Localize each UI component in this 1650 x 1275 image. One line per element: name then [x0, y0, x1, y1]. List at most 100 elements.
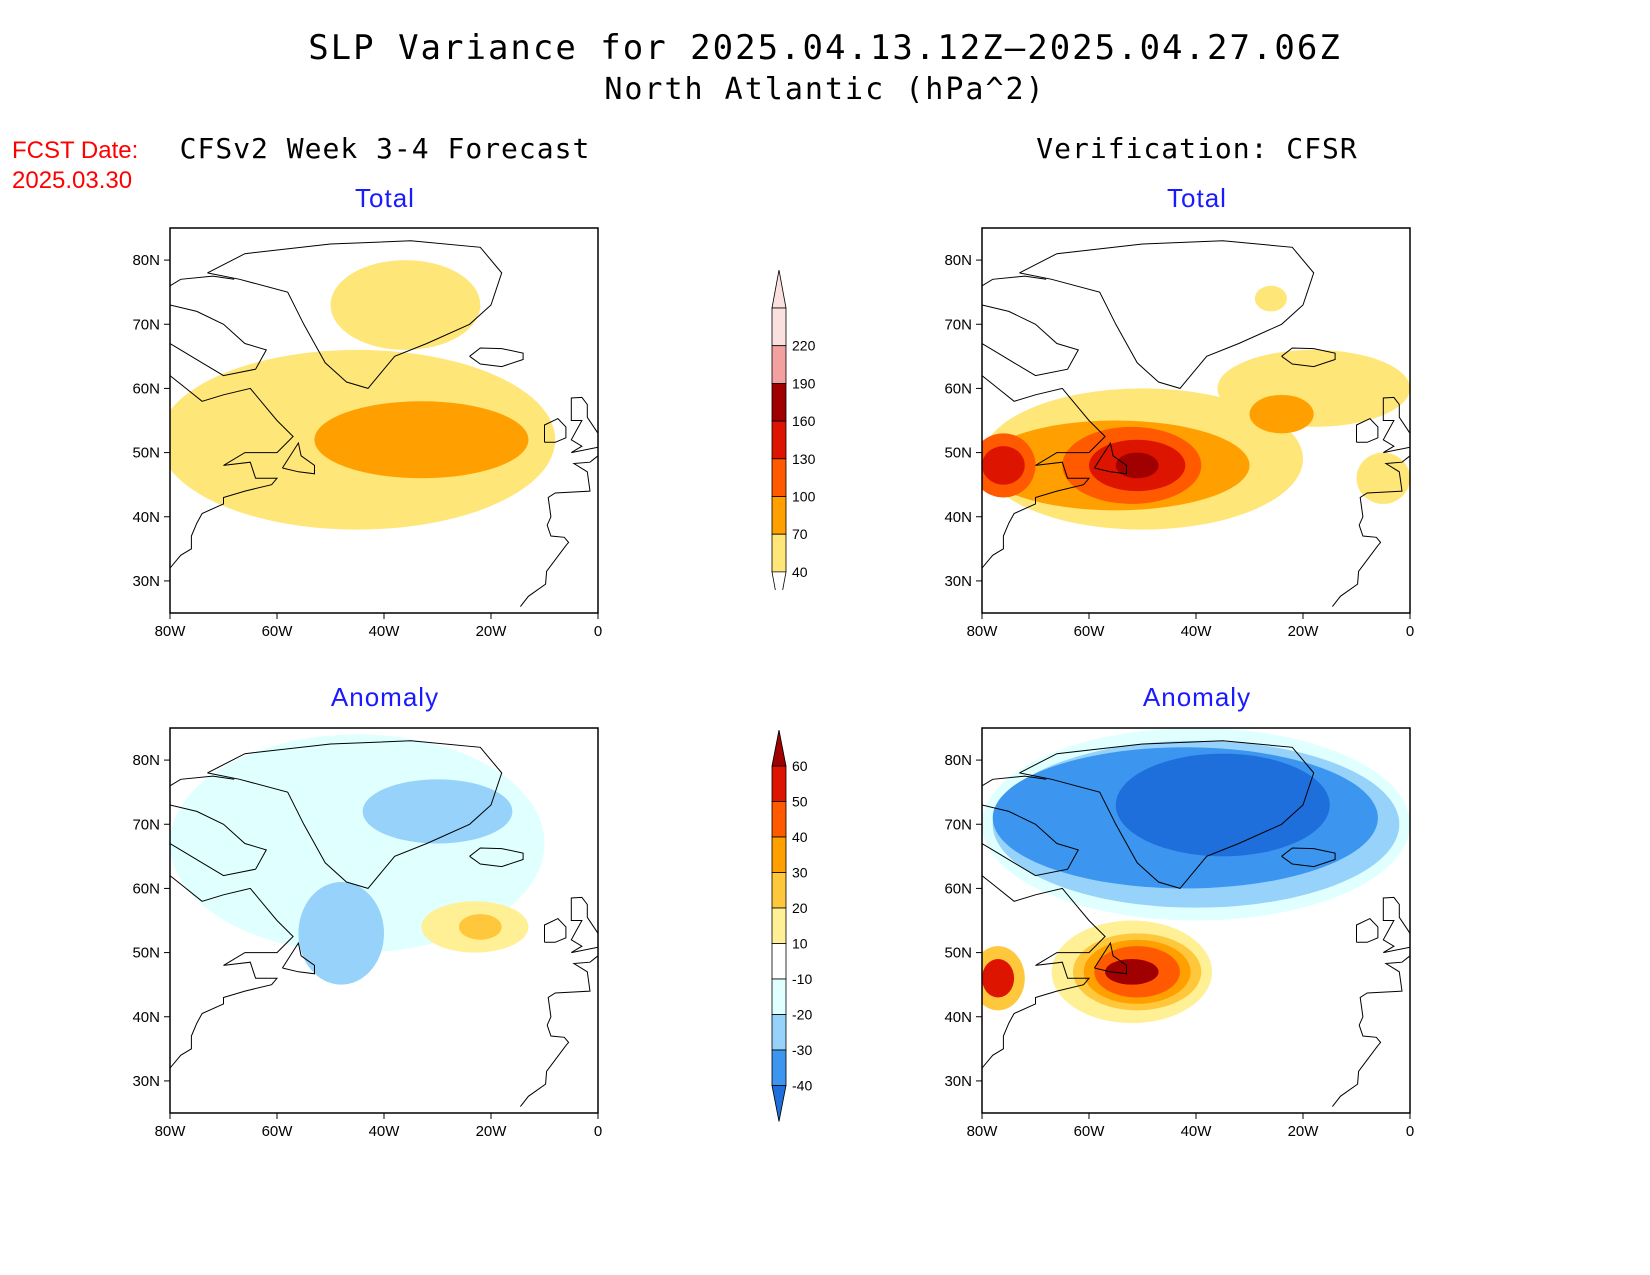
colorbar-swatch: [771, 307, 787, 347]
coastline: [1332, 955, 1410, 1107]
coastline: [281, 941, 315, 975]
chart-title: SLP Variance for 2025.04.13.12Z—2025.04.…: [308, 28, 1342, 68]
colorbar-level-label: 220: [792, 338, 816, 354]
colorbar-swatch: [771, 345, 787, 384]
lat-tick-label: 30N: [132, 1073, 160, 1090]
coastline: [1019, 740, 1315, 889]
lat-tick-label: 50N: [944, 945, 972, 962]
coastline: [207, 240, 503, 389]
colorbar-level-label: 40: [792, 829, 808, 845]
colorbar-level-label: -10: [792, 971, 812, 987]
forecast-anomaly-title: Anomaly: [330, 682, 440, 712]
colorbar-swatch: [771, 420, 787, 460]
colorbar-cap-bottom: [771, 571, 787, 590]
lat-tick-label: 40N: [944, 1009, 972, 1026]
colorbar-level-label: 160: [792, 413, 816, 429]
coastline: [1382, 896, 1410, 954]
coastline: [1281, 847, 1336, 868]
coastline: [170, 304, 268, 377]
lat-tick-label: 40N: [132, 509, 160, 526]
lon-tick-label: 80W: [155, 1123, 187, 1140]
contour-region: [1356, 452, 1410, 504]
contour-region: [314, 401, 529, 479]
forecast-anomaly-map: 80W 60W 40W 20W 0 80N 70N 60N 50N 40N 30N: [132, 727, 602, 1140]
colorbar-swatch: [771, 907, 787, 944]
coastline: [1356, 417, 1379, 443]
lat-tick-label: 30N: [944, 573, 972, 590]
verification-anomaly-map: 80W 60W 40W 20W 0 80N 70N 60N 50N 40N 30N: [944, 727, 1414, 1140]
lat-tick-label: 70N: [132, 316, 160, 333]
lat-tick-label: 60N: [132, 880, 160, 897]
coastline: [170, 275, 235, 287]
colorbar-swatch: [771, 872, 787, 909]
contour-region: [1115, 452, 1159, 479]
lat-tick-label: 80N: [132, 752, 160, 769]
coastline: [520, 955, 598, 1107]
lon-tick-label: 20W: [476, 1123, 508, 1140]
colorbar-level-label: -40: [792, 1078, 812, 1094]
colorbar-swatch: [771, 765, 787, 802]
colorbar-swatch: [771, 383, 787, 422]
lat-tick-label: 60N: [944, 880, 972, 897]
lat-tick-label: 30N: [944, 1073, 972, 1090]
lat-tick-label: 80N: [132, 252, 160, 269]
colorbar-swatch: [771, 1014, 787, 1051]
forecast-total-title: Total: [355, 183, 415, 213]
lon-tick-label: 40W: [1181, 1123, 1213, 1140]
lon-tick-label: 80W: [967, 1123, 999, 1140]
lat-tick-label: 60N: [132, 380, 160, 397]
coastline: [982, 304, 1080, 377]
colorbar-level-label: 190: [792, 375, 816, 391]
lat-tick-label: 50N: [132, 445, 160, 462]
coastline: [207, 740, 503, 889]
lon-tick-label: 80W: [967, 623, 999, 640]
coastline: [982, 275, 1047, 287]
forecast-total-map: 80W 60W 40W 20W 0 80N 70N 60N 50N 40N 30N: [132, 227, 602, 640]
coastline: [1093, 941, 1127, 975]
coastline: [570, 896, 598, 954]
forecast-date-caption: FCST Date:: [12, 137, 139, 164]
colorbar-level-label: 60: [792, 758, 808, 774]
colorbar-cap-top: [771, 270, 787, 309]
lon-tick-label: 60W: [1074, 623, 1106, 640]
colorbar-swatch: [771, 1049, 787, 1086]
colorbar-swatch: [771, 836, 787, 873]
coastline: [170, 804, 268, 877]
colorbar-level-label: 50: [792, 794, 808, 810]
verification-total-title: Total: [1167, 183, 1227, 213]
forecast-column-title: CFSv2 Week 3-4 Forecast: [179, 132, 591, 165]
coastline: [1332, 455, 1410, 607]
contour-region: [1217, 349, 1410, 427]
chart-subtitle: North Atlantic (hPa^2): [604, 72, 1046, 107]
contour-region: [330, 260, 481, 350]
contour-region: [1105, 959, 1159, 985]
contour-region: [458, 914, 502, 940]
lat-tick-label: 80N: [944, 252, 972, 269]
colorbar-level-label: 130: [792, 451, 816, 467]
colorbar-level-label: 10: [792, 936, 808, 952]
lat-tick-label: 40N: [944, 509, 972, 526]
contour-region: [1249, 394, 1314, 434]
forecast-date-label: FCST Date: 2025.03.30: [12, 136, 138, 196]
lon-tick-label: 20W: [1288, 1123, 1320, 1140]
lon-tick-label: 40W: [369, 1123, 401, 1140]
coastline: [469, 847, 524, 868]
lon-tick-label: 0: [1406, 1123, 1414, 1140]
coastline: [520, 455, 598, 607]
colorbar-cap-top: [771, 730, 787, 767]
anomaly-colorbar: 60 50 40 30 20 10 -10 -20 -30 -40: [771, 730, 812, 1122]
colorbar-swatch: [771, 458, 787, 497]
contour-region: [1115, 753, 1330, 857]
lon-tick-label: 20W: [1288, 623, 1320, 640]
lon-tick-label: 60W: [1074, 1123, 1106, 1140]
total-colorbar: 220 190 160 130 100 70 40: [771, 270, 816, 590]
contour-region: [982, 959, 1015, 998]
colorbar-level-label: 40: [792, 564, 808, 580]
lon-tick-label: 80W: [155, 623, 187, 640]
lat-tick-label: 60N: [944, 380, 972, 397]
coastline: [982, 375, 1106, 569]
colorbar-level-label: 20: [792, 900, 808, 916]
lat-tick-label: 70N: [944, 816, 972, 833]
coastline: [1019, 240, 1315, 389]
colorbar-level-label: -30: [792, 1042, 812, 1058]
